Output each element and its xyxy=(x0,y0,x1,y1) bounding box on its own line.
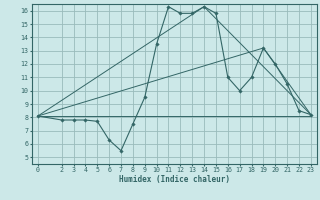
X-axis label: Humidex (Indice chaleur): Humidex (Indice chaleur) xyxy=(119,175,230,184)
